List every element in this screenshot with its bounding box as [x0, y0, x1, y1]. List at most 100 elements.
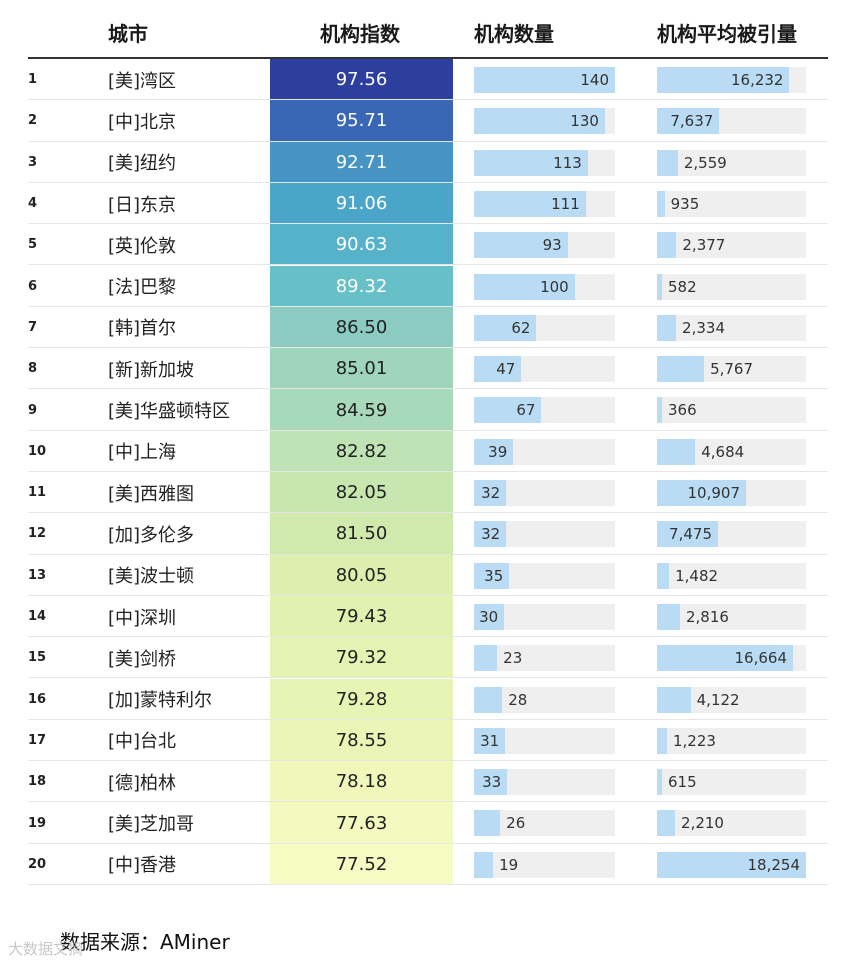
citations-value: 582	[668, 277, 697, 296]
rank-number: 19	[28, 815, 47, 831]
rank-number: 5	[28, 237, 38, 253]
institution-index-cell: 82.82	[270, 430, 453, 472]
city-name: [中]北京	[108, 111, 177, 133]
row-divider	[28, 718, 828, 720]
rank-number: 3	[28, 154, 38, 170]
citations-bar-track: 2,816	[657, 603, 806, 630]
citations-bar	[657, 67, 790, 93]
citations-value: 2,559	[683, 153, 727, 172]
table-row: 11 [美]西雅图 82.05 32 10,907	[0, 472, 843, 514]
rank-number: 8	[28, 361, 38, 377]
institution-index-cell: 85.01	[270, 348, 453, 390]
citations-value: 4,122	[696, 690, 740, 709]
city-name: [中]深圳	[108, 607, 177, 629]
count-bar	[474, 851, 494, 878]
count-bar-track: 47	[474, 356, 615, 383]
table-row: 14 [中]深圳 79.43 30 2,816	[0, 595, 843, 638]
citations-value: 2,334	[682, 318, 725, 337]
citations-value: 7,637	[670, 112, 714, 131]
rank-number: 18	[28, 774, 47, 790]
citations-bar-track: 2,559	[657, 149, 806, 176]
citations-value: 16,232	[730, 71, 784, 89]
row-divider	[28, 594, 828, 596]
citations-bar-track: 7,637	[657, 108, 806, 135]
city-name: [中]上海	[108, 442, 177, 464]
count-bar-track: 26	[474, 810, 615, 837]
count-value: 93	[542, 236, 562, 255]
citations-value: 7,475	[669, 525, 712, 544]
count-bar	[474, 232, 568, 259]
institution-index-cell: 81.50	[270, 513, 453, 555]
row-divider	[28, 553, 828, 555]
count-bar-track: 67	[474, 397, 615, 424]
count-bar-track: 39	[474, 438, 615, 465]
count-bar-track: 93	[474, 232, 615, 259]
city-name: [中]香港	[108, 855, 177, 877]
count-value: 32	[481, 484, 501, 502]
institution-index-cell: 89.32	[270, 265, 453, 307]
table-row: 13 [美]波士顿 80.05 35 1,482	[0, 554, 843, 596]
count-bar	[474, 727, 506, 754]
citations-bar-track: 4,684	[657, 438, 806, 465]
citations-bar	[657, 314, 677, 341]
citations-bar	[657, 480, 747, 506]
rank-number: 2	[28, 113, 38, 129]
table-row: 3 [美]纽约 92.71 113 2,559	[0, 141, 843, 183]
institution-index-cell: 97.56	[270, 59, 453, 101]
row-divider	[28, 512, 828, 514]
citations-value: 615	[668, 773, 697, 792]
table-row: 9 [美]华盛顿特区 84.59 67 366	[0, 389, 843, 431]
citations-bar	[657, 397, 662, 424]
institution-index-cell: 77.52	[270, 843, 453, 885]
row-divider	[28, 181, 828, 183]
rank-number: 1	[28, 72, 38, 88]
table-row: 7 [韩]首尔 86.50 62 2,334	[0, 306, 843, 349]
count-bar	[474, 314, 537, 341]
table-row: 5 [英]伦敦 90.63 93 2,377	[0, 224, 843, 266]
row-divider	[28, 140, 828, 142]
count-bar	[474, 686, 503, 713]
citations-bar	[657, 851, 806, 878]
count-bar-track: 19	[474, 851, 615, 878]
count-bar	[474, 810, 501, 837]
city-name: [美]芝加哥	[108, 814, 195, 836]
table-row: 6 [法]巴黎 89.32 100 582	[0, 265, 843, 307]
citations-bar	[657, 686, 691, 713]
citations-bar	[657, 603, 680, 630]
count-bar	[474, 645, 498, 672]
rank-number: 14	[28, 609, 47, 625]
count-bar	[474, 603, 505, 630]
city-name: [美]纽约	[108, 153, 177, 175]
count-bar	[474, 149, 588, 176]
citations-bar	[657, 562, 670, 589]
count-value: 35	[484, 566, 504, 585]
count-value: 39	[488, 442, 508, 461]
count-value: 113	[553, 153, 582, 172]
count-value: 67	[516, 401, 536, 420]
citations-bar	[657, 438, 696, 465]
count-value: 62	[511, 318, 531, 337]
institution-index-cell: 80.05	[270, 554, 453, 596]
citations-bar-track: 582	[657, 273, 806, 300]
citations-value: 366	[668, 401, 697, 420]
row-divider	[28, 388, 828, 390]
city-name: [美]华盛顿特区	[108, 401, 231, 423]
citations-bar-track: 4,122	[657, 686, 806, 713]
count-bar	[474, 480, 507, 506]
row-divider	[28, 429, 828, 431]
institution-index-cell: 78.55	[270, 719, 453, 762]
header-city: 城市	[108, 22, 148, 46]
table-row: 18 [德]柏林 78.18 33 615	[0, 761, 843, 803]
rank-number: 12	[28, 526, 47, 542]
citations-bar-track: 2,334	[657, 314, 806, 341]
table-row: 19 [美]芝加哥 77.63 26 2,210	[0, 802, 843, 844]
citations-bar	[657, 108, 720, 135]
count-bar-track: 100	[474, 273, 615, 300]
table-row: 20 [中]香港 77.52 19 18,254	[0, 843, 843, 885]
row-divider	[28, 636, 828, 638]
rank-number: 6	[28, 278, 38, 294]
institution-index-cell: 90.63	[270, 224, 453, 266]
count-bar	[474, 769, 508, 796]
citations-value: 1,482	[675, 566, 719, 585]
citations-value: 1,223	[672, 731, 716, 750]
